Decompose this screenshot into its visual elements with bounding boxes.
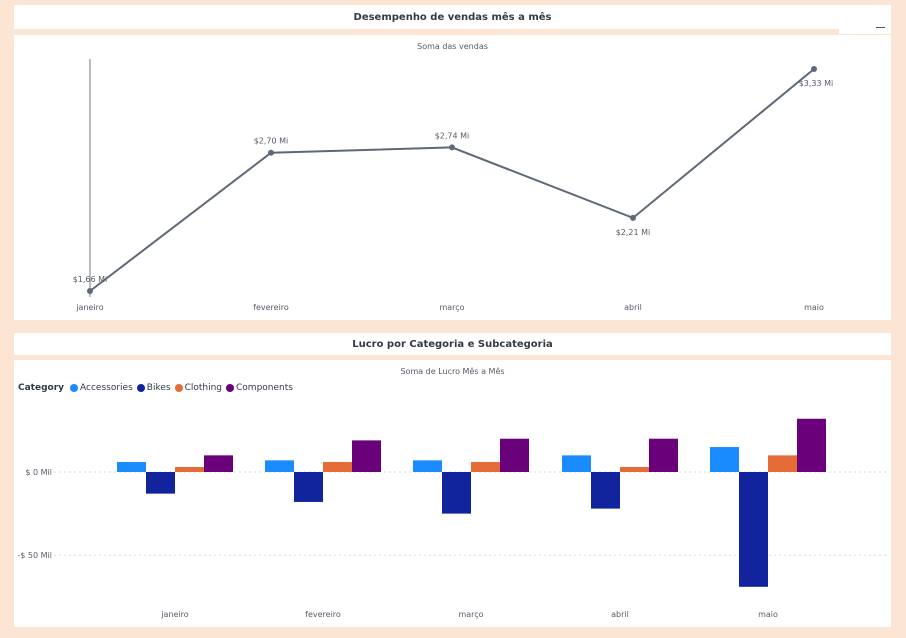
line-point[interactable] bbox=[630, 215, 636, 221]
line-point[interactable] bbox=[87, 288, 93, 294]
x-tick-label: maio bbox=[804, 303, 824, 312]
line-point[interactable] bbox=[449, 144, 455, 150]
x-tick-label: abril bbox=[611, 610, 629, 619]
bar-components[interactable] bbox=[797, 419, 826, 472]
bar-accessories[interactable] bbox=[117, 462, 146, 472]
x-tick-label: janeiro bbox=[160, 610, 188, 619]
bar-bikes[interactable] bbox=[294, 472, 323, 502]
x-tick-label: abril bbox=[624, 303, 642, 312]
bar-accessories[interactable] bbox=[710, 447, 739, 472]
data-label: $2,74 Mi bbox=[435, 131, 470, 140]
bar-components[interactable] bbox=[649, 439, 678, 472]
bar-bikes[interactable] bbox=[591, 472, 620, 509]
bar-clothing[interactable] bbox=[620, 467, 649, 472]
sales-line bbox=[90, 69, 814, 291]
bar-clothing[interactable] bbox=[175, 467, 204, 472]
y-tick-label: $ 0 Mil bbox=[25, 468, 52, 477]
x-tick-label: maio bbox=[758, 610, 778, 619]
sales-chart-title: Desempenho de vendas mês a mês bbox=[14, 5, 891, 29]
menu-icon[interactable] bbox=[876, 27, 885, 28]
data-label: $2,21 Mi bbox=[616, 228, 651, 237]
bar-components[interactable] bbox=[500, 439, 529, 472]
bar-bikes[interactable] bbox=[146, 472, 175, 494]
bar-accessories[interactable] bbox=[562, 455, 591, 472]
x-tick-label: março bbox=[439, 303, 464, 312]
bar-components[interactable] bbox=[352, 440, 381, 472]
line-point[interactable] bbox=[268, 150, 274, 156]
bar-clothing[interactable] bbox=[471, 462, 500, 472]
bar-clothing[interactable] bbox=[768, 455, 797, 472]
bar-accessories[interactable] bbox=[265, 460, 294, 472]
bar-components[interactable] bbox=[204, 455, 233, 472]
x-tick-label: janeiro bbox=[75, 303, 103, 312]
bar-chart-svg: $ 0 Mil -$ 50 Mil janeiro fevereiro março abr… bbox=[14, 360, 891, 627]
bar-bikes[interactable] bbox=[442, 472, 471, 514]
sales-line-chart: Soma das vendas $1,66 Mi janeiro $2,70 Mi f… bbox=[14, 35, 891, 320]
line-chart-svg: $1,66 Mi janeiro $2,70 Mi fevereiro $2,74 Mi… bbox=[14, 35, 891, 320]
data-label: $1,66 Mi bbox=[73, 275, 108, 284]
profit-bar-chart: Soma de Lucro Mês a Mês Category Accesso… bbox=[14, 360, 891, 627]
x-tick-label: fevereiro bbox=[305, 610, 341, 619]
profit-chart-title: Lucro por Categoria e Subcategoria bbox=[14, 333, 891, 355]
data-label: $3,33 Mi bbox=[799, 79, 834, 88]
x-tick-label: fevereiro bbox=[253, 303, 289, 312]
bar-bikes[interactable] bbox=[739, 472, 768, 587]
x-tick-label: março bbox=[458, 610, 483, 619]
bar-accessories[interactable] bbox=[413, 460, 442, 472]
y-tick-label: -$ 50 Mil bbox=[17, 551, 52, 560]
bar-clothing[interactable] bbox=[323, 462, 352, 472]
line-point[interactable] bbox=[811, 66, 817, 72]
data-label: $2,70 Mi bbox=[254, 137, 289, 146]
